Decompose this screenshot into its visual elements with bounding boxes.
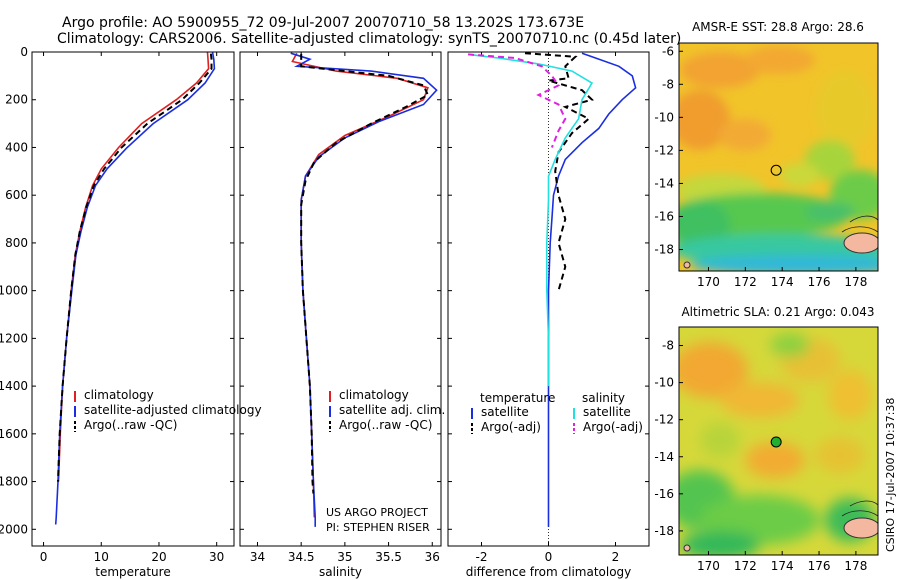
figure-title-line1: Argo profile: AO 5900955_72 09-Jul-2007 … <box>62 15 584 31</box>
temperature-xtick-label: 20 <box>151 550 166 564</box>
sst-map-ytick-label: -18 <box>654 243 674 257</box>
depth-tick-label: 400 <box>5 140 28 154</box>
sla-map-coastline <box>841 500 878 517</box>
salinity-annotation-line: PI: STEPHEN RISER <box>326 521 430 534</box>
difference-legend-label: satellite <box>481 405 529 419</box>
sla-map-ytick-label: -16 <box>654 487 674 501</box>
sla-map-xtick-label: 176 <box>808 559 831 573</box>
sla-map-xtick-label: 178 <box>844 559 867 573</box>
difference-xtick-label: -2 <box>476 550 488 564</box>
salinity-series-argo <box>300 53 430 494</box>
sla-map-ytick-label: -8 <box>662 339 674 353</box>
salinity-series-satellite <box>290 52 438 527</box>
sla-map-texture <box>679 333 875 555</box>
depth-tick-label: 1000 <box>0 284 28 298</box>
difference-legend-label: satellite <box>583 405 631 419</box>
depth-tick-label: 1200 <box>0 331 28 345</box>
sst-map-title: AMSR-E SST: 28.8 Argo: 28.6 <box>692 20 864 34</box>
temperature-xtick-label: 0 <box>40 550 48 564</box>
temperature-legend-label: climatology <box>84 388 154 402</box>
sla-map-ytick-label: -10 <box>654 376 674 390</box>
difference-series-salinity_sat <box>468 53 594 387</box>
salinity-xtick-label: 35 <box>337 550 352 564</box>
sla-map-panel: Altimetric SLA: 0.21 Argo: 0.043 <box>654 305 879 573</box>
salinity-legend-label: satellite adj. clim. <box>339 403 445 417</box>
salinity-xtick-label: 34 <box>250 550 265 564</box>
sst-map-ytick-label: -16 <box>654 209 674 223</box>
depth-tick-label: 2000 <box>0 522 28 536</box>
salinity-annotation-line: US ARGO PROJECT <box>326 506 428 519</box>
temperature-panel: 0 10 20 30 0 200 400 600 800 1000 1200 1400 1600 1800… <box>0 45 262 579</box>
sla-map-ytick-label: -12 <box>654 413 674 427</box>
difference-series-salinity_argo <box>468 53 567 148</box>
temperature-axes-frame <box>31 51 235 547</box>
difference-legend-header-temperature: temperature <box>480 391 555 405</box>
sst-map-argo-marker <box>770 164 782 176</box>
salinity-xlabel: salinity <box>319 565 362 579</box>
temperature-xlabel: temperature <box>95 565 170 579</box>
temperature-series-satellite <box>54 52 216 525</box>
salinity-xtick-label: 35.5 <box>375 550 402 564</box>
salinity-xtick-label: 36 <box>425 550 440 564</box>
depth-tick-label: 800 <box>5 236 28 250</box>
sla-map-ytick-label: -14 <box>654 450 674 464</box>
sla-map-island <box>843 517 878 539</box>
difference-legend-label: Argo(-adj) <box>583 420 643 434</box>
temperature-xtick-label: 10 <box>94 550 109 564</box>
salinity-xtick-label: 34.5 <box>288 550 315 564</box>
difference-xtick-label: 2 <box>612 550 620 564</box>
difference-xlabel: difference from climatology <box>466 565 632 579</box>
sst-map-island <box>843 232 878 254</box>
sst-map-island-small <box>683 261 691 269</box>
depth-tick-label: 1800 <box>0 475 28 489</box>
depth-tick-label: 1400 <box>0 379 28 393</box>
salinity-panel: 34 34.5 35 35.5 36 salinity climatologysatelli… <box>239 51 445 579</box>
depth-tick-label: 600 <box>5 188 28 202</box>
salinity-legend-label: Argo(..raw -QC) <box>339 418 432 432</box>
sst-map-coastline <box>841 215 878 233</box>
sla-map-xtick-label: 174 <box>771 559 794 573</box>
sst-map-xtick-label: 170 <box>697 275 720 289</box>
sst-map-panel: AMSR-E SST: 28.8 Argo: 28.6 <box>654 20 879 289</box>
temperature-series-argo <box>57 53 213 482</box>
sst-map-ytick-label: -8 <box>662 77 674 91</box>
difference-series-argo <box>524 52 594 291</box>
difference-xtick-label: 0 <box>545 550 553 564</box>
salinity-axes-frame <box>239 51 442 547</box>
difference-legend-header-salinity: salinity <box>582 391 625 405</box>
figure-title-line2: Climatology: CARS2006. Satellite-adjuste… <box>57 31 681 47</box>
sst-map-xtick-label: 176 <box>808 275 831 289</box>
sst-map-texture <box>679 46 878 271</box>
sla-map-argo-marker <box>770 436 782 448</box>
salinity-legend-label: climatology <box>339 388 409 402</box>
sla-map-xtick-label: 172 <box>734 559 757 573</box>
depth-tick-label: 0 <box>20 45 28 59</box>
temperature-xtick-label: 30 <box>209 550 224 564</box>
sst-map-xtick-label: 174 <box>771 275 794 289</box>
depth-tick-label: 200 <box>5 93 28 107</box>
temperature-legend-label: satellite-adjusted climatology <box>84 403 262 417</box>
side-timestamp: CSIRO 17-Jul-2007 10:37:38 <box>884 398 897 552</box>
sst-map-xtick-label: 172 <box>734 275 757 289</box>
depth-tick-label: 1600 <box>0 427 28 441</box>
difference-legend-label: Argo(-adj) <box>481 420 541 434</box>
sla-map-island-small <box>683 544 691 552</box>
sla-map-title: Altimetric SLA: 0.21 Argo: 0.043 <box>681 305 874 319</box>
sst-map-ytick-label: -14 <box>654 176 674 190</box>
sst-map-ytick-label: -10 <box>654 110 674 124</box>
sla-map-xtick-label: 170 <box>697 559 720 573</box>
temperature-legend-label: Argo(..raw -QC) <box>84 418 177 432</box>
sst-map-ytick-label: -12 <box>654 143 674 157</box>
sst-map-ytick-label: -6 <box>662 44 674 58</box>
difference-series-satellite <box>547 52 637 527</box>
sst-map-xtick-label: 178 <box>844 275 867 289</box>
sla-map-ytick-label: -18 <box>654 524 674 538</box>
